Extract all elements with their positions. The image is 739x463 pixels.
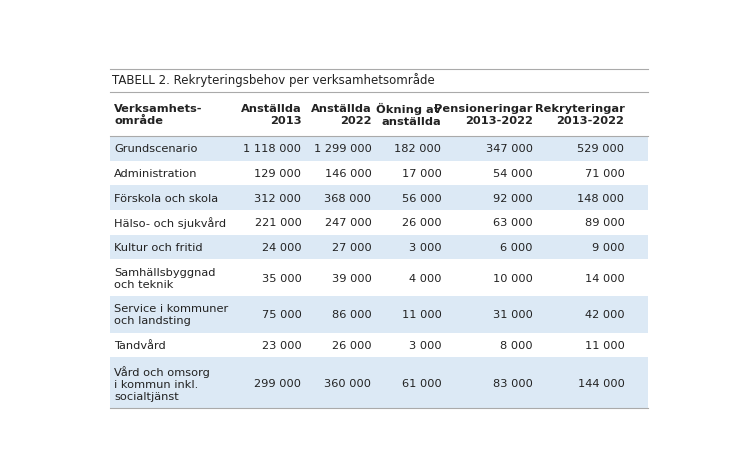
Text: 312 000: 312 000 bbox=[254, 194, 302, 203]
Bar bbox=[109, 186, 648, 211]
Text: Administration: Administration bbox=[114, 169, 197, 179]
Text: 39 000: 39 000 bbox=[332, 273, 372, 283]
Text: 3 000: 3 000 bbox=[409, 340, 441, 350]
Text: Rekryteringar
2013-2022: Rekryteringar 2013-2022 bbox=[534, 104, 624, 126]
Text: 26 000: 26 000 bbox=[402, 218, 441, 228]
Text: Vård och omsorg
i kommun inkl.
socialtjänst: Vård och omsorg i kommun inkl. socialtjä… bbox=[114, 365, 210, 401]
Bar bbox=[109, 137, 648, 162]
Text: 89 000: 89 000 bbox=[585, 218, 624, 228]
Text: 17 000: 17 000 bbox=[401, 169, 441, 179]
Text: 26 000: 26 000 bbox=[332, 340, 372, 350]
Text: Kultur och fritid: Kultur och fritid bbox=[114, 243, 202, 252]
Text: 23 000: 23 000 bbox=[262, 340, 302, 350]
Text: 144 000: 144 000 bbox=[578, 378, 624, 388]
Text: 92 000: 92 000 bbox=[493, 194, 533, 203]
Text: Grundscenario: Grundscenario bbox=[114, 144, 197, 154]
Text: 529 000: 529 000 bbox=[577, 144, 624, 154]
Text: 299 000: 299 000 bbox=[254, 378, 302, 388]
Text: 368 000: 368 000 bbox=[324, 194, 372, 203]
Text: 146 000: 146 000 bbox=[324, 169, 372, 179]
Text: Anställda
2013: Anställda 2013 bbox=[241, 104, 302, 126]
Text: 63 000: 63 000 bbox=[493, 218, 533, 228]
Text: 6 000: 6 000 bbox=[500, 243, 533, 252]
Bar bbox=[109, 296, 648, 333]
Text: 61 000: 61 000 bbox=[402, 378, 441, 388]
Text: 11 000: 11 000 bbox=[401, 310, 441, 319]
Text: 221 000: 221 000 bbox=[255, 218, 302, 228]
Text: 4 000: 4 000 bbox=[409, 273, 441, 283]
Text: 8 000: 8 000 bbox=[500, 340, 533, 350]
Text: Förskola och skola: Förskola och skola bbox=[114, 194, 218, 203]
Text: 347 000: 347 000 bbox=[486, 144, 533, 154]
Text: 1 299 000: 1 299 000 bbox=[313, 144, 372, 154]
Text: 35 000: 35 000 bbox=[262, 273, 302, 283]
Text: 360 000: 360 000 bbox=[324, 378, 372, 388]
Text: 148 000: 148 000 bbox=[577, 194, 624, 203]
Text: 11 000: 11 000 bbox=[585, 340, 624, 350]
Text: 10 000: 10 000 bbox=[493, 273, 533, 283]
Bar bbox=[109, 357, 648, 408]
Text: 56 000: 56 000 bbox=[402, 194, 441, 203]
Text: TABELL 2. Rekryteringsbehov per verksamhetsområde: TABELL 2. Rekryteringsbehov per verksamh… bbox=[112, 73, 435, 87]
Text: Ökning av
anställda: Ökning av anställda bbox=[376, 103, 441, 127]
Text: 86 000: 86 000 bbox=[332, 310, 372, 319]
Text: 1 118 000: 1 118 000 bbox=[243, 144, 302, 154]
Text: 182 000: 182 000 bbox=[395, 144, 441, 154]
Text: Tandvård: Tandvård bbox=[114, 340, 166, 350]
Text: 54 000: 54 000 bbox=[493, 169, 533, 179]
Text: 129 000: 129 000 bbox=[254, 169, 302, 179]
Text: 83 000: 83 000 bbox=[493, 378, 533, 388]
Text: Hälso- och sjukvård: Hälso- och sjukvård bbox=[114, 217, 226, 229]
Bar bbox=[109, 235, 648, 260]
Text: Service i kommuner
och landsting: Service i kommuner och landsting bbox=[114, 304, 228, 325]
Text: Pensioneringar
2013-2022: Pensioneringar 2013-2022 bbox=[435, 104, 533, 126]
Text: 75 000: 75 000 bbox=[262, 310, 302, 319]
Text: Anställda
2022: Anställda 2022 bbox=[310, 104, 372, 126]
Text: 71 000: 71 000 bbox=[585, 169, 624, 179]
Text: 42 000: 42 000 bbox=[585, 310, 624, 319]
Text: 27 000: 27 000 bbox=[332, 243, 372, 252]
Text: 9 000: 9 000 bbox=[592, 243, 624, 252]
Text: 24 000: 24 000 bbox=[262, 243, 302, 252]
Text: 31 000: 31 000 bbox=[493, 310, 533, 319]
Text: Samhällsbyggnad
och teknik: Samhällsbyggnad och teknik bbox=[114, 267, 216, 289]
Text: 3 000: 3 000 bbox=[409, 243, 441, 252]
Text: 14 000: 14 000 bbox=[585, 273, 624, 283]
Text: Verksamhets-
område: Verksamhets- område bbox=[114, 104, 202, 126]
Text: 247 000: 247 000 bbox=[324, 218, 372, 228]
